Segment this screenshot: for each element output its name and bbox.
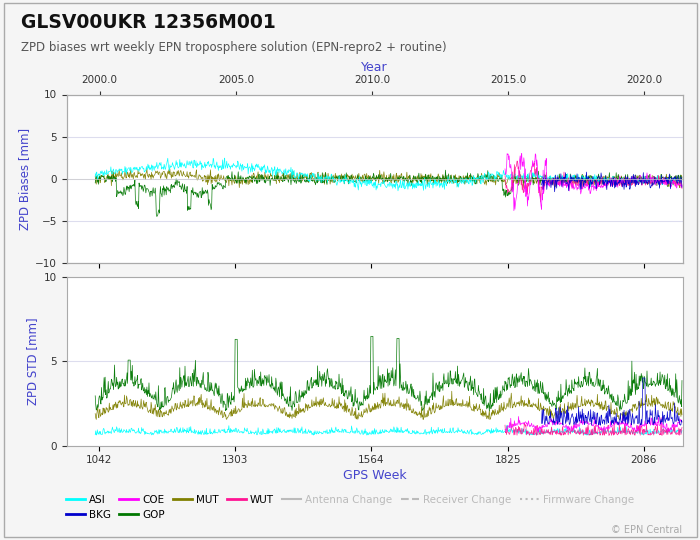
Text: © EPN Central: © EPN Central	[611, 524, 682, 535]
Y-axis label: ZPD Biases [mm]: ZPD Biases [mm]	[18, 128, 31, 230]
X-axis label: Year: Year	[361, 62, 388, 75]
X-axis label: GPS Week: GPS Week	[343, 469, 406, 482]
Text: GLSV00UKR 12356M001: GLSV00UKR 12356M001	[21, 14, 276, 32]
Legend: ASI, BKG, COE, GOP, MUT, WUT, Antenna Change, Receiver Change, Firmware Change: ASI, BKG, COE, GOP, MUT, WUT, Antenna Ch…	[62, 490, 638, 524]
Text: ZPD biases wrt weekly EPN troposphere solution (EPN-repro2 + routine): ZPD biases wrt weekly EPN troposphere so…	[21, 40, 447, 53]
Y-axis label: ZPD STD [mm]: ZPD STD [mm]	[27, 318, 39, 405]
